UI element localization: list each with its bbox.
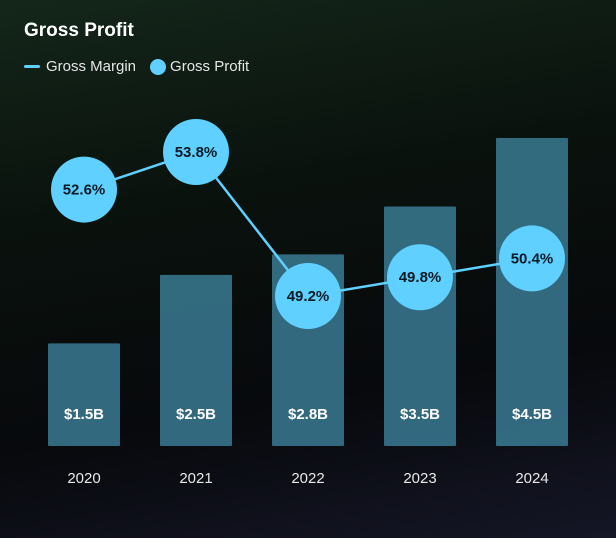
x-tick-label-2021: 2021 [179, 470, 212, 487]
bar-value-label-2020: $1.5B [64, 406, 104, 423]
margin-point-2022 [275, 263, 341, 329]
bar-2024 [496, 138, 568, 446]
margin-label-2021: 53.8% [175, 144, 218, 161]
bar-2021 [160, 274, 232, 446]
x-tick-label-2022: 2022 [291, 470, 324, 487]
legend-dot-swatch [150, 58, 167, 75]
bar-2020 [48, 343, 120, 446]
margin-label-2024: 50.4% [511, 250, 554, 267]
legend-label-gross-margin: Gross Margin [46, 58, 137, 75]
bar-value-label-2024: $4.5B [512, 406, 552, 423]
bar-value-label-2022: $2.8B [288, 406, 328, 423]
margin-point-2024 [499, 225, 565, 292]
margin-point-2021 [163, 119, 229, 185]
margin-label-2020: 52.6% [63, 182, 106, 199]
legend: Gross Margin Gross Profit [24, 58, 249, 75]
x-tick-label-2023: 2023 [403, 470, 436, 487]
margin-label-2022: 49.2% [287, 288, 330, 305]
margin-point-2020 [51, 156, 117, 223]
margin-point-2023 [387, 244, 453, 311]
x-tick-label-2020: 2020 [67, 470, 100, 487]
legend-line-swatch [24, 65, 40, 68]
x-tick-label-2024: 2024 [515, 470, 548, 487]
bar-value-label-2023: $3.5B [400, 406, 440, 423]
chart-title: Gross Profit [24, 20, 134, 41]
legend-label-gross-profit: Gross Profit [170, 58, 250, 75]
margin-label-2023: 49.8% [399, 269, 442, 286]
bar-value-label-2021: $2.5B [176, 406, 216, 423]
